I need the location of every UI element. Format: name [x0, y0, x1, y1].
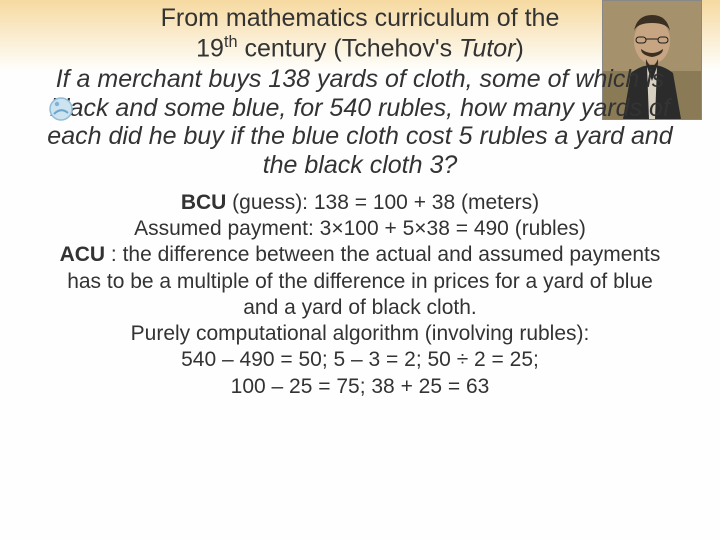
subtitle-line2-sup: th [224, 33, 238, 51]
solution-l6: 100 – 25 = 75; 38 + 25 = 63 [231, 375, 490, 398]
subtitle-line2-c: Tutor [459, 34, 516, 62]
solution-l1-rest: (guess): 138 = 100 + 38 (meters) [226, 191, 539, 214]
solution-l3-rest: : the difference between the actual and … [67, 243, 660, 319]
solution-l2: Assumed payment: 3×100 + 5×38 = 490 (rub… [134, 217, 586, 240]
slide: From mathematics curriculum of the 19th … [0, 0, 720, 540]
problem-text: If a merchant buys 138 yards of cloth, s… [20, 65, 700, 180]
subtitle-line2-b: century (Tchehov's [238, 34, 460, 62]
subtitle-line1: From mathematics curriculum of the [161, 4, 560, 32]
solution-l5: 540 – 490 = 50; 5 – 3 = 2; 50 ÷ 2 = 25; [181, 348, 539, 371]
subtitle-line2-d: ) [516, 34, 524, 62]
slide-content: From mathematics curriculum of the 19th … [20, 4, 700, 400]
bullet-icon [48, 96, 74, 122]
subtitle: From mathematics curriculum of the 19th … [20, 4, 700, 63]
subtitle-line2-a: 19 [196, 34, 224, 62]
solution-l3-bold: ACU [60, 243, 106, 266]
solution-block: BCU (guess): 138 = 100 + 38 (meters) Ass… [20, 190, 700, 400]
solution-l1-bold: BCU [181, 191, 227, 214]
solution-l4: Purely computational algorithm (involvin… [131, 322, 590, 345]
